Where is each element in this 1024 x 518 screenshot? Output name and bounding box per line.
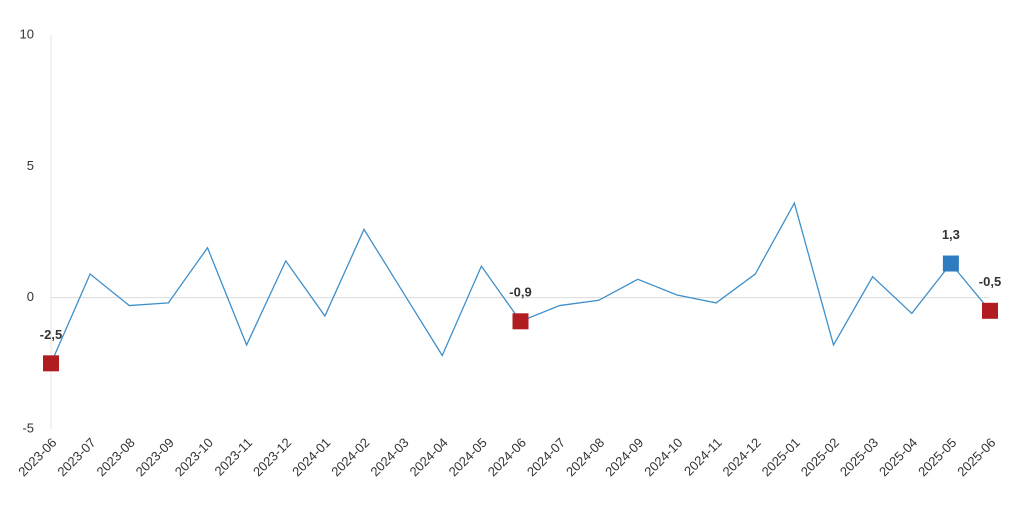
x-tick-label: 2023-10	[172, 435, 216, 479]
x-tick-label: 2023-12	[250, 435, 294, 479]
x-tick-label: 2024-10	[641, 435, 685, 479]
x-tick-label: 2024-03	[367, 435, 411, 479]
data-label: -0,5	[979, 274, 1001, 289]
data-label: -0,9	[509, 285, 531, 300]
x-tick-label: 2023-09	[133, 435, 177, 479]
x-tick-label: 2024-08	[563, 435, 607, 479]
y-tick-label: -5	[22, 420, 34, 435]
x-tick-label: 2025-04	[876, 435, 920, 479]
x-tick-label: 2024-12	[719, 435, 763, 479]
x-tick-label: 2024-07	[524, 435, 568, 479]
y-tick-label: 10	[20, 26, 34, 41]
x-tick-label: 2024-09	[602, 435, 646, 479]
x-tick-label: 2024-05	[446, 435, 490, 479]
y-tick-label: 0	[27, 289, 34, 304]
marker	[512, 313, 529, 330]
marker	[43, 355, 59, 372]
x-tick-label: 2024-02	[328, 435, 372, 479]
marker	[942, 255, 959, 272]
x-tick-label: 2024-01	[289, 435, 333, 479]
x-tick-label: 2025-05	[915, 435, 959, 479]
x-tick-label: 2025-06	[954, 435, 998, 479]
data-label: -2,5	[40, 327, 62, 342]
x-tick-label: 2025-02	[798, 435, 842, 479]
x-tick-label: 2024-06	[485, 435, 529, 479]
marker	[982, 302, 998, 319]
x-tick-label: 2023-07	[54, 435, 98, 479]
x-tick-label: 2025-03	[837, 435, 881, 479]
x-tick-label: 2025-01	[759, 435, 803, 479]
x-tick-label: 2023-11	[212, 435, 256, 479]
y-tick-label: 5	[27, 158, 34, 173]
x-tick-label: 2023-08	[93, 435, 137, 479]
x-tick-label: 2024-11	[681, 435, 725, 479]
line	[50, 201, 991, 364]
x-tick-label: 2024-04	[406, 435, 450, 479]
x-tick-label: 2023-06	[15, 435, 59, 479]
data-label: 1,3	[942, 227, 960, 242]
